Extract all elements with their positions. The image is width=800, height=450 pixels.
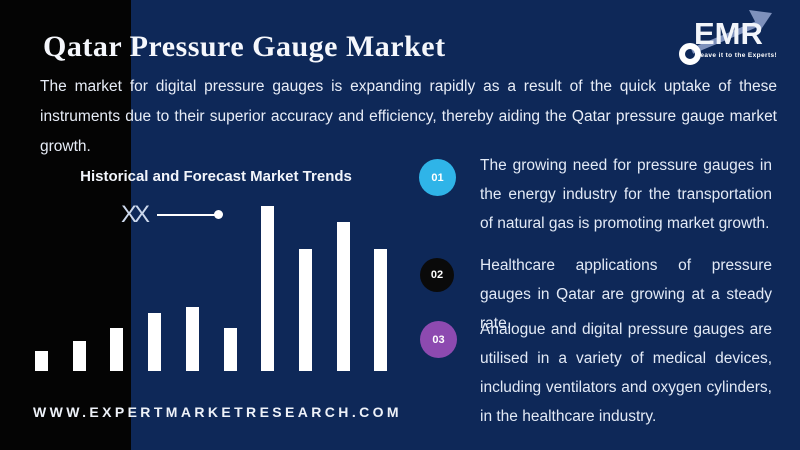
highlight-number-badge-01: 01 <box>419 159 456 196</box>
emr-logo-text: EMR <box>694 16 763 51</box>
emr-logo: EMR Leave it to the Experts! <box>650 8 785 68</box>
bar-chart <box>35 206 388 371</box>
bar-10 <box>374 249 387 371</box>
emr-logo-tagline: Leave it to the Experts! <box>696 52 778 59</box>
bar-6 <box>224 328 237 371</box>
highlight-text-01: The growing need for pressure gauges in … <box>480 157 772 232</box>
growth-arrow-gauge-icon <box>679 10 772 65</box>
annotation-dot <box>214 210 224 219</box>
bar-2 <box>73 341 86 371</box>
highlight-text-02: Healthcare applications of pressure gaug… <box>480 257 772 332</box>
bar-1 <box>35 351 48 371</box>
page-title: Qatar Pressure Gauge Market <box>43 30 446 63</box>
bar-7 <box>261 206 274 371</box>
annotation-leader-line <box>157 213 216 216</box>
left-accent-panel <box>0 0 131 450</box>
intro-paragraph: The market for digital pressure gauges i… <box>40 78 777 155</box>
website-url[interactable]: WWW.EXPERTMARKETRESEARCH.COM <box>33 404 402 420</box>
highlight-text-03: Analogue and digital pressure gauges are… <box>480 321 772 425</box>
bar-8 <box>299 249 312 371</box>
annotation-label: XX <box>121 200 150 228</box>
highlight-number-badge-02: 02 <box>420 258 454 292</box>
bar-3 <box>110 328 123 371</box>
chart-value-annotation: XX <box>121 200 224 228</box>
chart-title: Historical and Forecast Market Trends <box>80 168 352 185</box>
bar-9 <box>337 222 350 371</box>
bar-4 <box>148 313 161 371</box>
bar-5 <box>186 307 199 371</box>
highlight-number-badge-03: 03 <box>420 321 457 358</box>
